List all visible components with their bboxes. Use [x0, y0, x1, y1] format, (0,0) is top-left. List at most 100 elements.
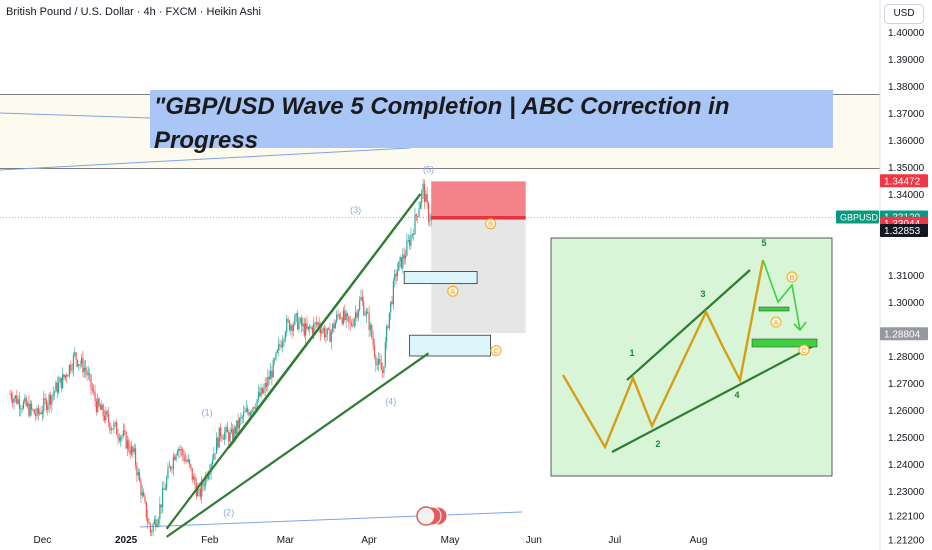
candle-body: [380, 363, 382, 371]
candle-body: [125, 432, 127, 449]
symbol-title: British Pound / U.S. Dollar · 4h · FXCM …: [6, 6, 261, 18]
candle-body: [253, 407, 255, 409]
candle-body: [229, 432, 231, 442]
candle-body: [172, 456, 174, 469]
candle-body: [103, 415, 106, 421]
candle-body: [234, 427, 237, 434]
candle-body: [244, 411, 246, 413]
candle-body: [302, 323, 304, 327]
candle-body: [340, 317, 342, 319]
abc-schematic-panel: 1 2 3 4 5 A B C: [550, 237, 833, 477]
candle-body: [178, 448, 180, 452]
candle-body: [275, 352, 277, 360]
candle-body: [152, 524, 154, 532]
candle-body: [251, 411, 253, 413]
symbol-tag-label: GBPUSD: [840, 213, 879, 223]
candle-body: [222, 438, 224, 440]
zone-stop-line: [431, 215, 526, 220]
candle-body: [332, 323, 334, 332]
candle-body: [357, 310, 359, 318]
candle-body: [395, 273, 397, 277]
candle-body: [16, 395, 18, 404]
symbol-tag-box: [836, 210, 879, 224]
candle-body: [263, 388, 265, 394]
candle-body: [75, 352, 77, 360]
candle-body: [369, 325, 372, 331]
zone-stop: [431, 181, 526, 216]
candle-body: [28, 403, 30, 416]
candle-body: [379, 359, 381, 364]
wave-label: (1): [202, 407, 213, 417]
candle-body: [371, 325, 373, 338]
schematic-abc-marker: [798, 344, 810, 356]
y-tick-label: 1.22100: [888, 511, 925, 522]
candle-body: [341, 318, 343, 324]
candle-body: [48, 394, 50, 405]
x-tick-label: Feb: [201, 535, 219, 546]
y-tick-label: 1.24000: [888, 460, 925, 471]
schematic-wave-label: 2: [655, 439, 660, 449]
candle-body: [321, 330, 323, 334]
y-tick-label: 1.25000: [888, 433, 925, 444]
candle-body: [290, 325, 292, 331]
candle-body: [60, 377, 62, 389]
schematic-c-box: [751, 338, 818, 348]
candle-body: [306, 323, 308, 329]
candle-body: [218, 427, 220, 448]
trend-lines-layer: [165, 193, 430, 538]
candle-body: [140, 481, 142, 496]
candle-body: [203, 485, 205, 487]
y-tick-label: 1.35000: [888, 163, 925, 174]
candle-body: [355, 312, 357, 319]
candle-body: [220, 427, 222, 437]
candle-body: [256, 399, 258, 408]
candle-body: [198, 488, 200, 490]
candle-body: [26, 403, 29, 406]
candle-body: [279, 344, 281, 346]
wave-label: (5): [423, 164, 434, 174]
candle-body: [107, 414, 110, 423]
candle-body: [10, 393, 12, 400]
price-tag-box: [880, 223, 928, 237]
candle-body: [390, 301, 392, 313]
candle-body: [286, 319, 288, 333]
candle-body: [413, 233, 415, 235]
candle-body: [87, 373, 89, 376]
abc-label: B: [488, 222, 493, 229]
candle-body: [130, 446, 133, 455]
candle-body: [45, 400, 48, 410]
candle-body: [388, 312, 390, 328]
schematic-wave-label: 1: [629, 348, 634, 358]
candle-body: [295, 313, 297, 316]
candle-body: [199, 488, 201, 497]
candle-body: [120, 436, 122, 441]
candle-body: [163, 488, 165, 490]
candles-layer: [9, 179, 435, 537]
candle-body: [207, 474, 210, 479]
candle-body: [269, 370, 272, 380]
x-tick-label: Aug: [690, 535, 708, 546]
candle-body: [406, 241, 408, 256]
candle-body: [328, 328, 330, 330]
candle-body: [187, 459, 189, 462]
candle-body: [261, 387, 264, 394]
candle-body: [303, 323, 305, 336]
candle-body: [159, 504, 161, 520]
abc-marker: [485, 218, 497, 230]
candle-body: [367, 311, 369, 314]
currency-button[interactable]: USD: [884, 4, 924, 24]
candle-body: [425, 194, 427, 202]
candle-body: [398, 261, 400, 271]
flag-icon: [416, 506, 436, 526]
candle-body: [271, 370, 273, 378]
candle-body: [116, 422, 118, 435]
candle-body: [210, 464, 212, 473]
candle-body: [43, 398, 45, 412]
candle-body: [252, 407, 254, 412]
candle-body: [29, 403, 31, 416]
candle-body: [17, 399, 19, 404]
schematic-wave-label: 4: [734, 390, 739, 400]
x-tick-label: 2025: [115, 535, 138, 546]
candle-body: [114, 422, 116, 424]
